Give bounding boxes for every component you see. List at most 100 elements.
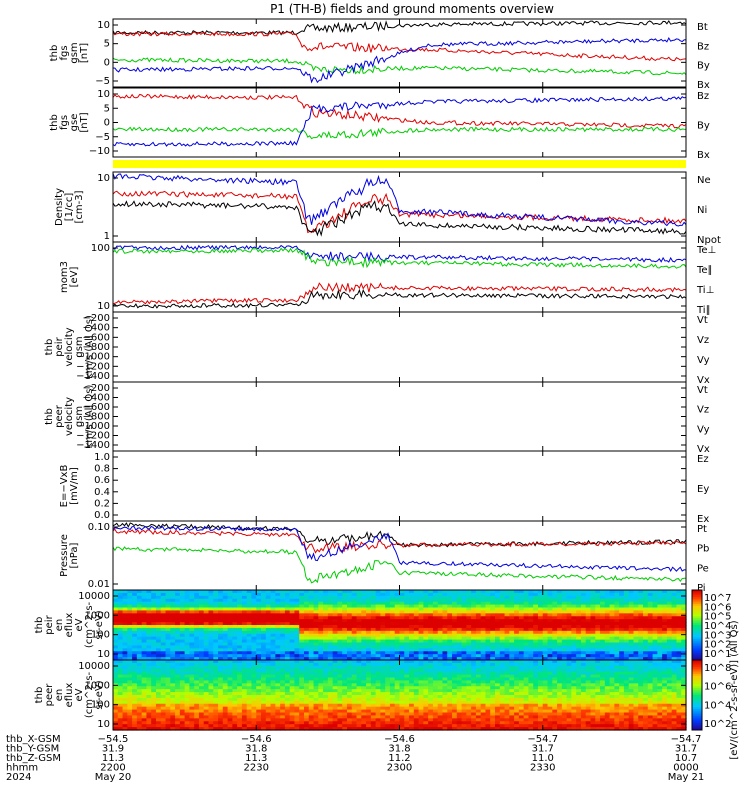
spectrogram-cell — [585, 645, 592, 649]
spectrogram-cell — [361, 633, 367, 638]
spectrogram-cell — [270, 665, 276, 670]
spectrogram-cell — [218, 645, 224, 649]
spectrogram-cell — [294, 692, 300, 696]
spectrogram-cell — [370, 598, 377, 603]
spectrogram-cell — [623, 633, 630, 638]
spectrogram-cell — [366, 689, 372, 693]
spectrogram-cell — [557, 613, 563, 617]
spectrogram-cell — [351, 645, 358, 649]
spectrogram-cell — [289, 712, 296, 717]
spectrogram-cell — [251, 610, 257, 614]
spectrogram-cell — [447, 692, 453, 696]
spectrogram-cell — [189, 700, 195, 705]
spectrogram-cell — [160, 703, 167, 708]
spectrogram-cell — [222, 689, 229, 693]
spectrogram-cell — [318, 668, 324, 673]
spectrogram-cell — [275, 598, 281, 603]
spectrogram-cell — [323, 610, 329, 614]
spectrogram-cell — [537, 630, 544, 635]
spectrogram-cell — [437, 724, 444, 728]
spectrogram-cell — [117, 662, 124, 667]
spectrogram-cell — [595, 657, 601, 661]
spectrogram-cell — [413, 616, 420, 620]
spectrogram-cell — [127, 700, 133, 705]
spectrogram-cell — [447, 610, 453, 614]
spectrogram-cell — [318, 613, 324, 617]
spectrogram-cell — [227, 636, 233, 641]
spectrogram-cell — [509, 604, 515, 609]
spectrogram-cell — [619, 642, 625, 647]
spectrogram-cell — [418, 636, 424, 641]
spectrogram-cell — [232, 651, 238, 655]
spectrogram-cell — [179, 639, 186, 644]
spectrogram-cell — [136, 616, 143, 620]
spectrogram-cell — [580, 633, 587, 638]
spectrogram-cell — [132, 595, 138, 600]
spectrogram-cell — [413, 668, 420, 673]
figure-title: P1 (TH-B) fields and ground moments over… — [270, 2, 554, 16]
spectrogram-cell — [117, 668, 124, 673]
spectrogram-cell — [213, 633, 219, 638]
spectrogram-cell — [122, 657, 128, 661]
spectrogram-cell — [452, 724, 458, 728]
spectrogram-cell — [342, 601, 348, 606]
spectrogram-cell — [237, 706, 243, 711]
spectrogram-cell — [423, 715, 429, 719]
spectrogram-cell — [604, 616, 611, 620]
spectrogram-cell — [136, 607, 143, 612]
spectrogram-cell — [432, 718, 439, 722]
spectrogram-cell — [194, 689, 200, 693]
spectrogram-cell — [151, 648, 157, 652]
spectrogram-cell — [289, 709, 296, 714]
spectrogram-cell — [590, 619, 596, 623]
spectrogram-cell — [265, 636, 272, 641]
spectrogram-cell — [576, 625, 582, 629]
colorbar-tick-label: 10^4 — [704, 621, 731, 632]
spectrogram-cell — [595, 592, 601, 597]
spectrogram-cell — [643, 648, 649, 652]
spectrogram-cell — [385, 604, 391, 609]
spectrogram-cell — [456, 683, 463, 687]
spectrogram-cell — [146, 651, 152, 655]
spectrogram-cell — [132, 700, 138, 705]
spectrogram-cell — [480, 636, 487, 641]
spectrogram-cell — [275, 654, 281, 658]
spectrogram-cell — [542, 627, 549, 632]
spectrogram-cell — [304, 630, 310, 635]
spectrogram-cell — [366, 610, 372, 614]
spectrogram-cell — [337, 689, 343, 693]
spectrogram-cell — [184, 674, 191, 679]
spectrogram-cell — [151, 610, 157, 614]
spectrogram-cell — [428, 712, 434, 717]
spectrogram-cell — [218, 692, 224, 696]
spectrogram-cell — [404, 721, 410, 725]
spectrogram-cell — [294, 677, 300, 682]
spectrogram-cell — [380, 657, 386, 661]
spectrogram-cell — [628, 601, 635, 606]
spectrogram-cell — [198, 642, 205, 647]
spectrogram-cell — [241, 601, 248, 606]
spectrogram-cell — [604, 619, 611, 623]
spectrogram-cell — [437, 715, 444, 719]
spectrogram-cell — [404, 648, 410, 652]
spectrogram-cell — [275, 625, 281, 629]
spectrogram-cell — [198, 633, 205, 638]
spectrogram-cell — [423, 601, 429, 606]
spectrogram-cell — [385, 712, 391, 717]
spectrogram-cell — [423, 686, 429, 690]
spectrogram-cell — [447, 660, 453, 664]
spectrogram-cell — [638, 636, 644, 641]
spectrogram-cell — [261, 598, 267, 603]
spectrogram-cell — [304, 633, 310, 638]
spectrogram-cell — [342, 724, 348, 728]
spectrogram-cell — [313, 715, 319, 719]
spectrogram-cell — [237, 639, 243, 644]
spectrogram-cell — [361, 622, 367, 626]
spectrogram-cell — [246, 610, 253, 614]
spectrogram-cell — [151, 660, 157, 664]
y-tick-label: 10 — [97, 173, 110, 184]
spectrogram-cell — [370, 703, 377, 708]
spectrogram-cell — [184, 590, 191, 594]
spectrogram-cell — [323, 639, 329, 644]
